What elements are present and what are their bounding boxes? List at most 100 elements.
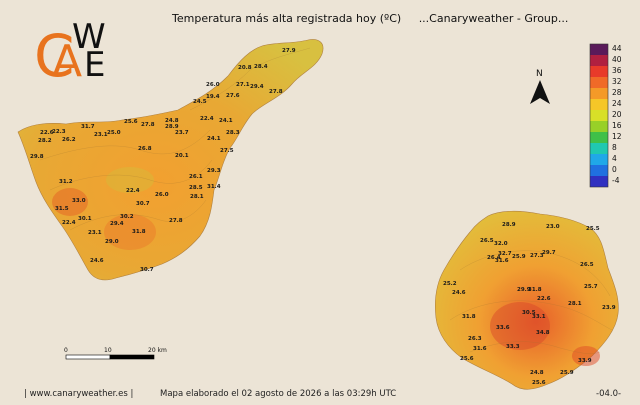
station-label: 27.3 xyxy=(530,253,544,259)
station-label: 28.2 xyxy=(38,138,52,144)
station-label: 23.1 xyxy=(88,230,102,236)
station-label: 30.5 xyxy=(522,310,536,316)
station-label: 28.3 xyxy=(226,130,240,136)
station-label: 27.1 xyxy=(236,82,250,88)
gran-canaria-hot-spot-southeast xyxy=(572,346,600,366)
station-label: 20.8 xyxy=(238,65,252,71)
legend-value: 8 xyxy=(612,143,617,152)
station-label: 25.2 xyxy=(443,281,457,287)
scale-label-20: 20 km xyxy=(148,347,167,354)
station-label: 24.8 xyxy=(530,370,544,376)
station-label: 30.2 xyxy=(120,214,134,220)
station-label: 29.4 xyxy=(110,221,124,227)
station-label: 32.7 xyxy=(498,251,512,257)
station-label: 24.1 xyxy=(219,118,233,124)
station-label: 27.6 xyxy=(226,93,240,99)
station-label: 31.5 xyxy=(55,206,69,212)
tenerife-station-labels: 27.9 20.8 28.4 26.0 27.1 29.4 27.8 19.4 … xyxy=(30,48,296,273)
station-label: 32.0 xyxy=(494,241,508,247)
station-label: 27.8 xyxy=(169,218,183,224)
station-label: 31.2 xyxy=(59,179,73,185)
station-label: 22.3 xyxy=(52,129,66,135)
station-label: 26.2 xyxy=(62,137,76,143)
legend-swatch xyxy=(590,132,608,143)
logo-w: W xyxy=(72,17,106,57)
station-label: 23.9 xyxy=(602,305,616,311)
station-label: 27.5 xyxy=(220,148,234,154)
station-label: 33.0 xyxy=(72,198,86,204)
tenerife-hot-spot-southwest xyxy=(52,188,88,216)
station-label: 24.8 xyxy=(165,118,179,124)
legend-swatch xyxy=(590,165,608,176)
legend-swatch xyxy=(590,110,608,121)
legend-value: 0 xyxy=(612,165,617,174)
station-label: 25.6 xyxy=(124,119,138,125)
station-label: 23.7 xyxy=(175,130,189,136)
station-label: 22.6 xyxy=(40,130,54,136)
station-label: 29.0 xyxy=(105,239,119,245)
legend-value: 28 xyxy=(612,88,622,97)
station-label: 25.7 xyxy=(584,284,598,290)
logo: C A W E xyxy=(34,17,106,90)
north-arrow-label: N xyxy=(536,69,543,79)
station-label: 33.3 xyxy=(506,344,520,350)
station-label: 33.1 xyxy=(532,314,546,320)
station-label: 31.7 xyxy=(81,124,95,130)
legend-swatch xyxy=(590,44,608,55)
station-label: 23.0 xyxy=(546,224,560,230)
footer-code: -04.0- xyxy=(596,389,622,399)
station-label: 27.8 xyxy=(269,89,283,95)
station-label: 31.6 xyxy=(495,258,509,264)
station-label: 25.6 xyxy=(460,356,474,362)
logo-c: C xyxy=(34,22,75,90)
legend-swatch xyxy=(590,55,608,66)
station-label: 26.3 xyxy=(468,336,482,342)
station-label: 31.4 xyxy=(207,184,221,190)
station-label: 22.4 xyxy=(200,116,214,122)
station-label: 26.8 xyxy=(138,146,152,152)
legend-swatch xyxy=(590,77,608,88)
station-label: 23.1 xyxy=(94,132,108,138)
station-label: 24.1 xyxy=(207,136,221,142)
station-label: 34.8 xyxy=(536,330,550,336)
legend-color-bar xyxy=(589,43,609,188)
gran-canaria-island xyxy=(434,210,619,390)
station-label: 22.6 xyxy=(537,296,551,302)
legend-value: 4 xyxy=(612,154,617,163)
footer-note: Mapa elaborado el 02 agosto de 2026 a la… xyxy=(160,389,397,399)
station-label: 30.7 xyxy=(136,201,150,207)
logo-a: A xyxy=(52,36,82,87)
page-title: Temperatura más alta registrada hoy (ºC)… xyxy=(172,12,569,25)
legend-value: 12 xyxy=(612,132,622,141)
station-label: 26.5 xyxy=(480,238,494,244)
legend-value: 40 xyxy=(612,55,622,64)
tenerife-hot-spot-south xyxy=(104,214,156,250)
teide-crater xyxy=(106,167,154,193)
station-label: 24.6 xyxy=(452,290,466,296)
legend-swatch xyxy=(590,143,608,154)
station-label: 29.4 xyxy=(250,84,264,90)
station-label: 25.5 xyxy=(586,226,600,232)
station-label: 31.8 xyxy=(528,287,542,293)
station-label: 29.3 xyxy=(207,168,221,174)
station-label: 29.8 xyxy=(30,154,44,160)
station-label: 20.1 xyxy=(175,153,189,159)
station-label: 33.9 xyxy=(578,358,592,364)
station-label: 25.6 xyxy=(532,380,546,386)
contour-lines xyxy=(39,47,613,354)
legend-swatch xyxy=(590,121,608,132)
legend-value: -4 xyxy=(612,176,620,185)
logo-e: E xyxy=(84,45,105,85)
station-label: 28.1 xyxy=(568,301,582,307)
legend-swatch xyxy=(590,154,608,165)
legend-value: 16 xyxy=(612,121,622,130)
station-label: 26.5 xyxy=(580,262,594,268)
north-arrow: N xyxy=(530,69,550,104)
station-label: 30.7 xyxy=(140,267,154,273)
legend-value: 24 xyxy=(612,99,622,108)
legend-swatch xyxy=(590,88,608,99)
station-label: 29.9 xyxy=(517,287,531,293)
station-label: 25.9 xyxy=(560,370,574,376)
station-label: 28.4 xyxy=(254,64,268,70)
